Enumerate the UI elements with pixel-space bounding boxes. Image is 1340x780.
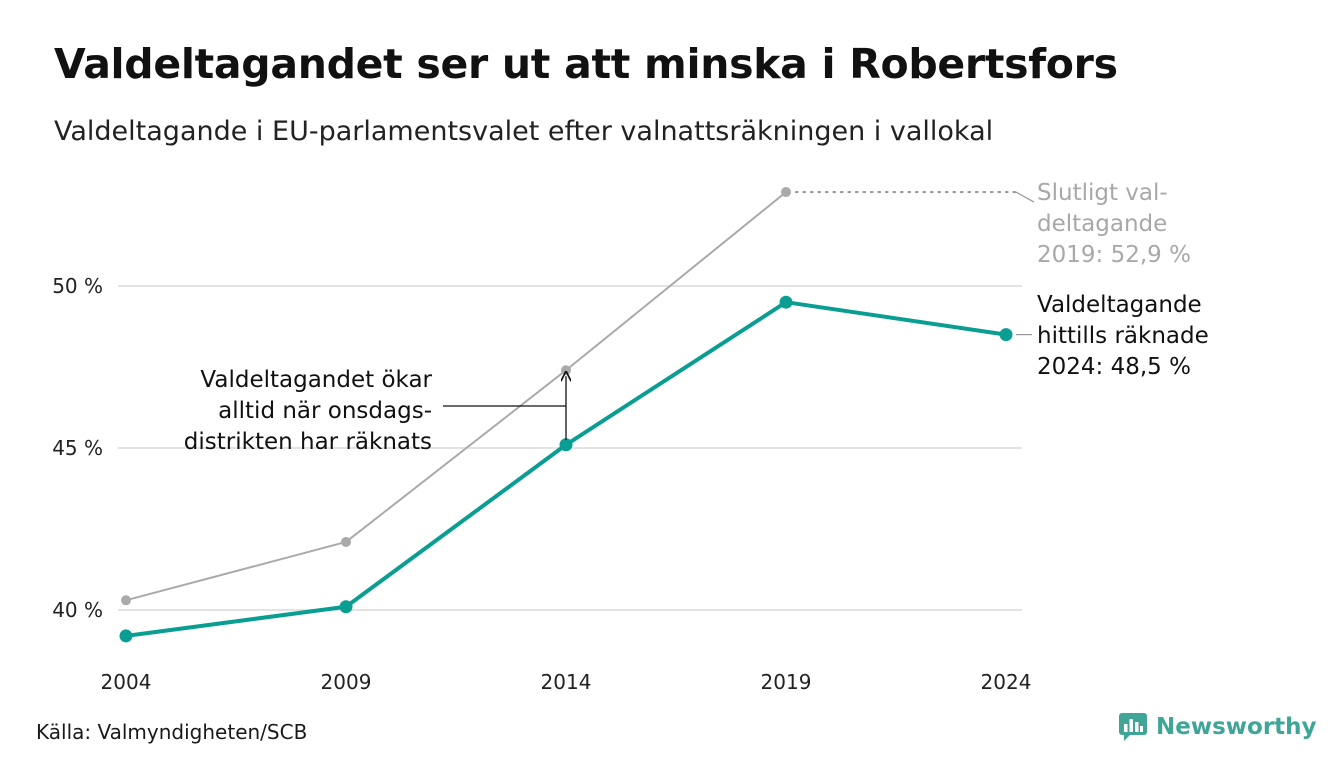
election-night-turnout-point	[999, 328, 1013, 342]
note-label-line: distrikten har räknats	[184, 429, 432, 455]
x-tick-label: 2014	[541, 670, 592, 694]
y-tick-label: 45 %	[52, 436, 103, 460]
chart-subtitle: Valdeltagande i EU-parlamentsvalet efter…	[54, 116, 994, 147]
y-tick-label: 40 %	[52, 598, 103, 622]
current-turnout-label: Valdeltagande hittills räknade 2024: 48,5 …	[1037, 292, 1209, 380]
final-turnout-label-line: 2019: 52,9 %	[1037, 242, 1191, 268]
x-axis-ticks: 2004 2009 2014 2019 2024	[101, 670, 1032, 694]
x-tick-label: 2004	[101, 670, 152, 694]
y-tick-label: 50 %	[52, 274, 103, 298]
final-turnout-label: Slutligt val-deltagande 2019: 52,9 %	[1037, 180, 1191, 268]
final-turnout-point	[561, 365, 571, 376]
final-leader-tick	[1015, 191, 1035, 203]
y-axis-ticks: 40 % 45 % 50 %	[52, 274, 103, 622]
series-layer	[119, 187, 1013, 643]
annotation-layer: Slutligt val-deltagande 2019: 52,9 % Valde…	[184, 180, 1209, 455]
final-turnout-line	[125, 191, 787, 602]
election-night-turnout-point	[339, 600, 353, 614]
source-note: Källa: Valmyndigheten/SCB	[36, 720, 308, 744]
election-night-turnout-line	[124, 300, 1008, 638]
election-night-turnout-point	[559, 438, 573, 452]
newsworthy-logo-icon	[1119, 713, 1147, 741]
x-tick-label: 2009	[321, 670, 372, 694]
note-label: Valdeltagandet ökar alltid när onsdags-di…	[184, 367, 433, 455]
x-tick-label: 2024	[981, 670, 1032, 694]
line-chart: 40 % 45 % 50 % 2004 2009 2014 2019 2024 Slutli…	[52, 180, 1209, 694]
x-tick-label: 2019	[761, 670, 812, 694]
current-turnout-label-line: 2024: 48,5 %	[1037, 354, 1191, 380]
election-night-turnout-point	[779, 295, 793, 309]
chart-title: Valdeltagandet ser ut att minska i Rober…	[54, 40, 1118, 88]
current-turnout-label-line: Valdeltagande	[1037, 292, 1202, 318]
election-night-turnout-point	[119, 629, 133, 643]
current-turnout-label-line: hittills räknade	[1037, 323, 1209, 349]
final-turnout-point	[121, 595, 131, 606]
brand-name: Newsworthy	[1156, 714, 1317, 740]
final-turnout-label-line: deltagande	[1037, 211, 1167, 237]
final-turnout-label-line: Slutligt val-	[1037, 180, 1168, 206]
final-turnout-point	[341, 536, 351, 547]
brand-logo[interactable]: Newsworthy	[1118, 712, 1317, 742]
final-turnout-point	[781, 187, 791, 198]
note-label-line: Valdeltagandet ökar	[200, 367, 432, 393]
note-label-line: alltid när onsdags-	[218, 398, 432, 424]
